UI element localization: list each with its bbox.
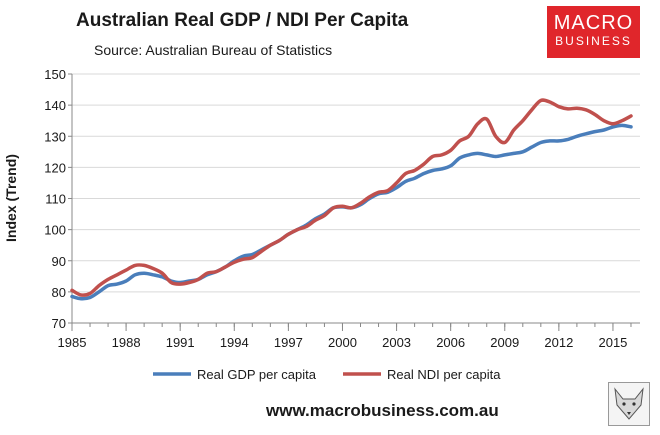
y-tick-label: 150 xyxy=(44,67,66,82)
y-tick-label: 70 xyxy=(52,316,66,331)
x-tick-label: 1988 xyxy=(112,335,141,350)
series-line-real-ndi-per-capita xyxy=(70,98,633,297)
logo-line-2: BUSINESS xyxy=(555,34,632,48)
x-tick-label: 2009 xyxy=(490,335,519,350)
y-tick-label: 110 xyxy=(45,192,66,207)
x-tick-label: 2015 xyxy=(598,335,627,350)
x-tick-label: 2012 xyxy=(544,335,573,350)
y-tick-label: 120 xyxy=(44,160,66,175)
logo-line-1: MACRO xyxy=(553,12,634,34)
x-tick-label: 2000 xyxy=(328,335,357,350)
x-tick-label: 1991 xyxy=(166,335,195,350)
y-tick-label: 130 xyxy=(44,129,66,144)
x-tick-label: 2003 xyxy=(382,335,411,350)
chart-title: Australian Real GDP / NDI Per Capita xyxy=(76,10,409,31)
y-axis-label: Index (Trend) xyxy=(3,154,19,242)
y-tick-label: 100 xyxy=(44,223,66,238)
x-tick-label: 1997 xyxy=(274,335,303,350)
macrobusiness-logo: MACRO BUSINESS xyxy=(547,6,640,58)
website-url: www.macrobusiness.com.au xyxy=(266,401,499,420)
grid-lines xyxy=(72,73,640,293)
y-tick-label: 140 xyxy=(44,98,66,113)
y-tick-label: 90 xyxy=(52,254,66,269)
legend: Real GDP per capita Real NDI per capita xyxy=(153,367,501,382)
series-lines xyxy=(70,98,633,301)
x-tick-label: 1985 xyxy=(58,335,87,350)
legend-label-real-gdp-per-capita: Real GDP per capita xyxy=(197,367,317,382)
series-line-real-gdp-per-capita xyxy=(70,123,633,301)
legend-label-real-ndi-per-capita: Real NDI per capita xyxy=(387,367,501,382)
y-tick-label: 80 xyxy=(52,285,66,300)
x-tick-label: 2006 xyxy=(436,335,465,350)
fox-head-logo-icon xyxy=(608,382,650,426)
chart-subtitle: Source: Australian Bureau of Statistics xyxy=(94,42,333,58)
x-tick-label: 1994 xyxy=(220,335,249,350)
